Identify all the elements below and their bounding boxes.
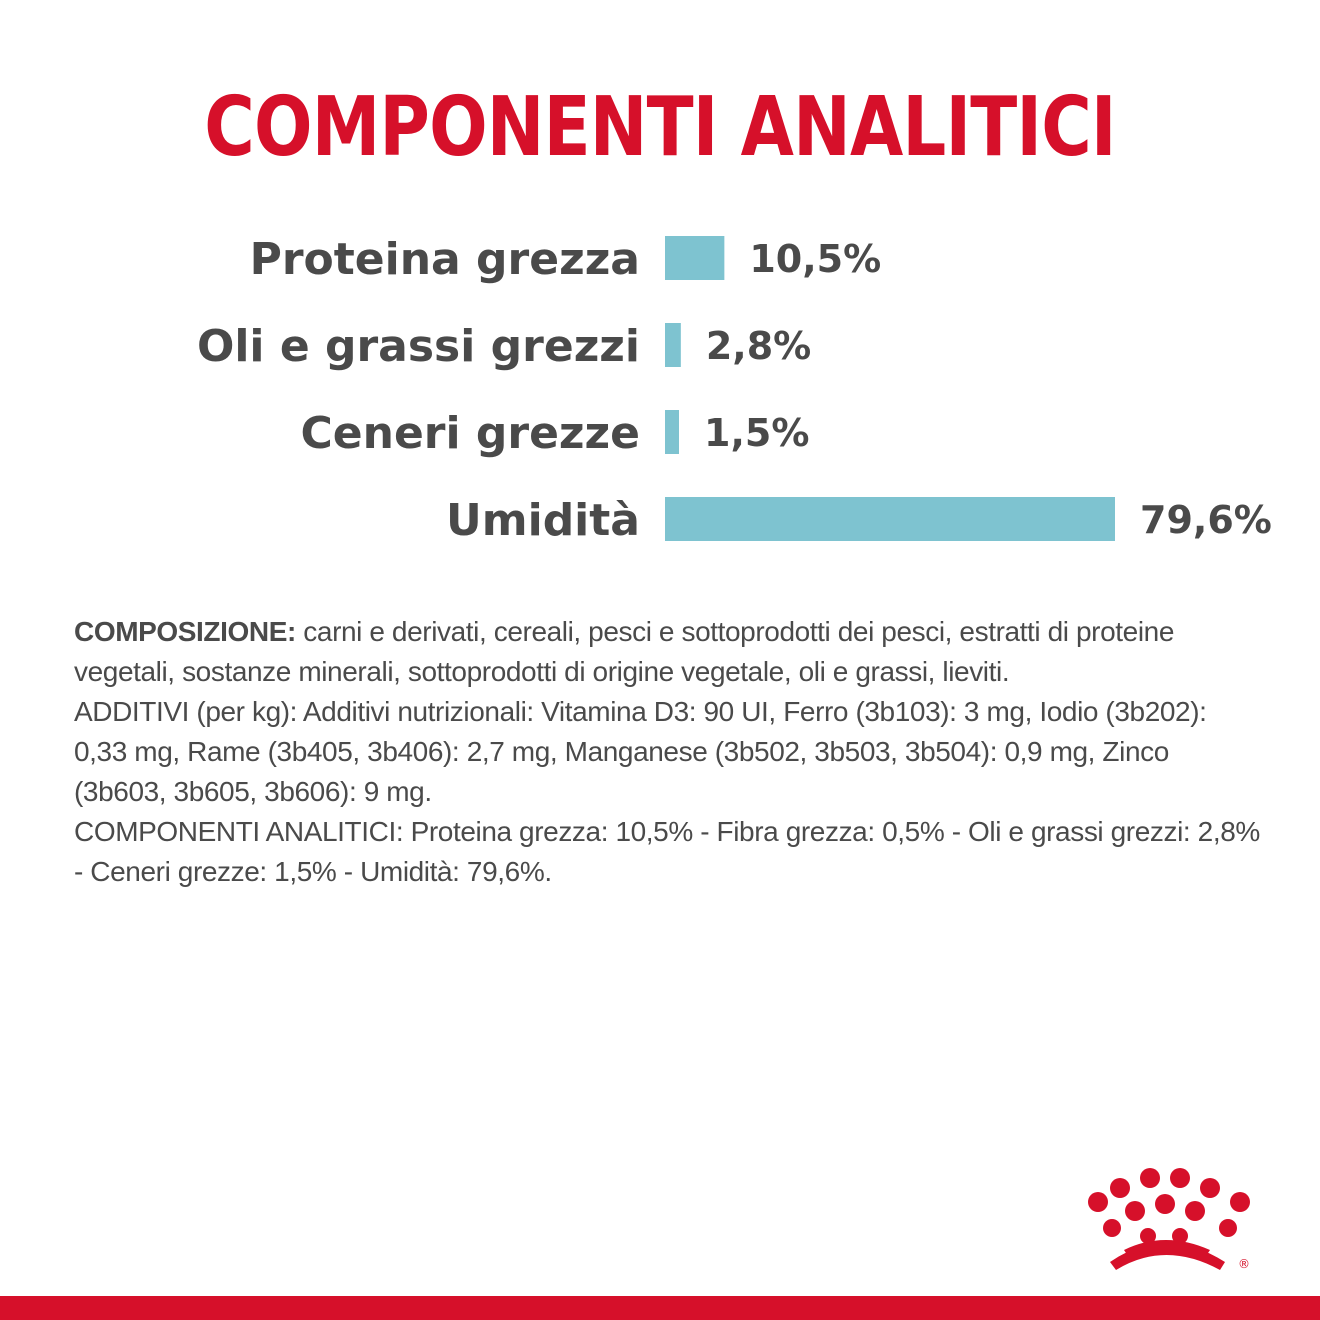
bar — [665, 323, 681, 367]
analytical-paragraph: COMPONENTI ANALITICI: Proteina grezza: 1… — [74, 816, 1260, 887]
bar — [665, 497, 1115, 541]
value-label: 2,8% — [706, 324, 811, 368]
composition-label: COMPOSIZIONE: — [74, 616, 296, 647]
registered-mark: ® — [1238, 1257, 1250, 1271]
composition-ingredients: carni e derivati, cereali, pesci e sotto… — [74, 616, 1174, 687]
additives-paragraph: ADDITIVI (per kg): Additivi nutrizionali… — [74, 696, 1207, 807]
bar — [665, 410, 679, 454]
category-label: Proteina grezza — [250, 234, 640, 285]
value-label: 10,5% — [749, 237, 881, 281]
composition-paragraph: COMPOSIZIONE: carni e derivati, cereali,… — [74, 612, 1264, 692]
value-label: 79,6% — [1140, 498, 1272, 542]
bar — [665, 236, 725, 280]
crown-logo-icon: ® — [1088, 1168, 1250, 1271]
page-title: COMPONENTI ANALITICI — [204, 80, 1116, 175]
bar-chart: Proteina grezza 10,5% Oli e grassi grezzi 2… — [197, 234, 1272, 546]
category-label: Umidità — [446, 495, 640, 546]
value-label: 1,5% — [704, 411, 809, 455]
category-label: Oli e grassi grezzi — [197, 321, 640, 372]
bottom-band — [0, 1296, 1320, 1320]
composition-text: COMPOSIZIONE: carni e derivati, cereali,… — [74, 612, 1264, 892]
category-label: Ceneri grezze — [301, 408, 641, 459]
